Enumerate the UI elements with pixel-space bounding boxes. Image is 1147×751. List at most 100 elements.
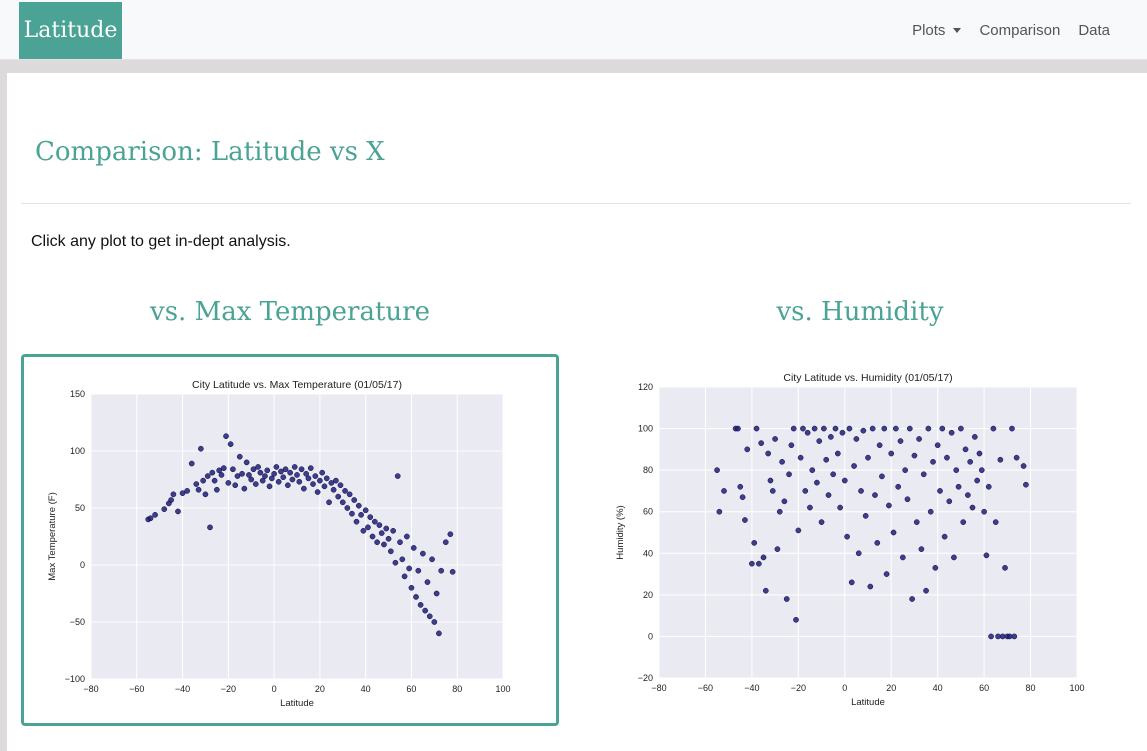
data-point bbox=[779, 458, 785, 465]
data-point bbox=[296, 478, 303, 485]
data-point bbox=[721, 488, 727, 494]
data-point bbox=[268, 475, 275, 482]
data-point bbox=[433, 590, 440, 597]
data-point bbox=[869, 425, 876, 432]
data-point bbox=[175, 508, 181, 515]
data-point bbox=[883, 571, 890, 577]
data-point bbox=[714, 467, 720, 473]
data-point bbox=[170, 491, 177, 498]
caret-down-icon bbox=[953, 27, 962, 33]
x-tick-label: 0 bbox=[272, 684, 277, 694]
data-point bbox=[220, 465, 227, 471]
data-point bbox=[239, 470, 245, 477]
data-point bbox=[969, 504, 976, 511]
data-point bbox=[860, 427, 867, 434]
x-tick-label: 60 bbox=[406, 684, 416, 694]
data-point bbox=[376, 522, 383, 528]
data-point bbox=[978, 467, 985, 473]
data-point bbox=[951, 554, 957, 561]
y-tick-label: 50 bbox=[75, 503, 85, 513]
data-point bbox=[765, 450, 771, 457]
data-point bbox=[855, 550, 862, 557]
y-axis-label: Humidity (%) bbox=[615, 505, 626, 559]
data-point bbox=[932, 564, 939, 571]
data-point bbox=[303, 470, 310, 477]
data-point bbox=[881, 425, 888, 432]
data-point bbox=[927, 508, 934, 515]
data-point bbox=[431, 619, 438, 625]
data-point bbox=[188, 460, 195, 467]
data-point bbox=[278, 468, 284, 475]
data-point bbox=[330, 486, 337, 493]
data-point bbox=[362, 507, 369, 514]
data-point bbox=[243, 459, 250, 466]
data-point bbox=[909, 596, 915, 602]
data-point bbox=[360, 527, 367, 534]
data-point bbox=[1013, 454, 1020, 461]
data-point bbox=[830, 471, 837, 478]
plot-heading-humidity: vs. Humidity bbox=[776, 297, 944, 327]
data-point bbox=[387, 548, 394, 555]
data-point bbox=[767, 477, 774, 484]
x-tick-label: 20 bbox=[315, 684, 325, 694]
data-point bbox=[965, 492, 971, 498]
data-point bbox=[349, 510, 355, 517]
data-point bbox=[273, 464, 280, 470]
data-point bbox=[990, 425, 997, 432]
data-point bbox=[422, 607, 429, 614]
data-point bbox=[195, 486, 202, 493]
data-point bbox=[867, 583, 874, 590]
data-point bbox=[756, 560, 762, 567]
data-point bbox=[271, 470, 277, 477]
nav-data-link[interactable]: Data bbox=[1078, 21, 1110, 39]
data-point bbox=[906, 425, 913, 432]
x-tick-label: −60 bbox=[129, 684, 144, 694]
data-point bbox=[904, 496, 911, 503]
data-point bbox=[811, 425, 818, 432]
x-tick-label: 0 bbox=[842, 683, 847, 693]
brand-logo[interactable]: Latitude bbox=[19, 2, 122, 59]
nav-plots-dropdown[interactable]: Plots bbox=[912, 22, 962, 39]
data-point bbox=[305, 475, 312, 482]
data-point bbox=[818, 519, 825, 525]
data-point bbox=[337, 482, 344, 489]
x-tick-label: 100 bbox=[495, 684, 510, 694]
data-point bbox=[216, 467, 223, 474]
data-point bbox=[275, 478, 282, 485]
data-point bbox=[321, 483, 328, 490]
data-point bbox=[918, 546, 925, 552]
data-point bbox=[955, 483, 962, 490]
data-point bbox=[762, 587, 769, 594]
navbar: Latitude Plots Comparison Data bbox=[0, 0, 1147, 60]
data-point bbox=[934, 442, 941, 449]
data-point bbox=[339, 499, 346, 506]
data-point bbox=[436, 630, 442, 637]
x-tick-label: 80 bbox=[1026, 683, 1036, 693]
data-point bbox=[760, 554, 767, 561]
plot-card-humidity[interactable]: −80 −60 −40 −20 0 20 40 60 80 100 −20 0 20 40 60 80 100 1… bbox=[591, 354, 1129, 726]
data-point bbox=[307, 465, 314, 471]
chart-title: City Latitude vs. Max Temperature (01/05… bbox=[192, 379, 402, 391]
data-point bbox=[962, 446, 969, 453]
plot-heading-max-temperature: vs. Max Temperature bbox=[150, 297, 430, 327]
plot-card-max-temperature[interactable]: −80 −60 −40 −20 0 20 40 60 80 100 −100 −50 0 50 100 150… bbox=[21, 354, 559, 726]
y-tick-label: 60 bbox=[643, 507, 653, 517]
data-point bbox=[312, 473, 319, 479]
y-tick-label: −50 bbox=[70, 617, 85, 627]
data-point bbox=[737, 483, 744, 490]
data-point bbox=[218, 472, 225, 478]
data-point bbox=[385, 535, 392, 542]
data-point bbox=[895, 483, 902, 490]
data-point bbox=[948, 429, 955, 436]
nav-comparison-link[interactable]: Comparison bbox=[979, 21, 1061, 39]
data-point bbox=[262, 473, 268, 479]
data-point bbox=[976, 450, 983, 457]
data-point bbox=[753, 425, 760, 432]
data-point bbox=[381, 541, 387, 548]
x-tick-label: 20 bbox=[886, 683, 896, 693]
data-point bbox=[788, 442, 795, 449]
data-point bbox=[851, 463, 857, 469]
data-point bbox=[335, 493, 342, 500]
y-tick-label: 150 bbox=[70, 389, 85, 399]
y-tick-label: 100 bbox=[638, 424, 653, 434]
